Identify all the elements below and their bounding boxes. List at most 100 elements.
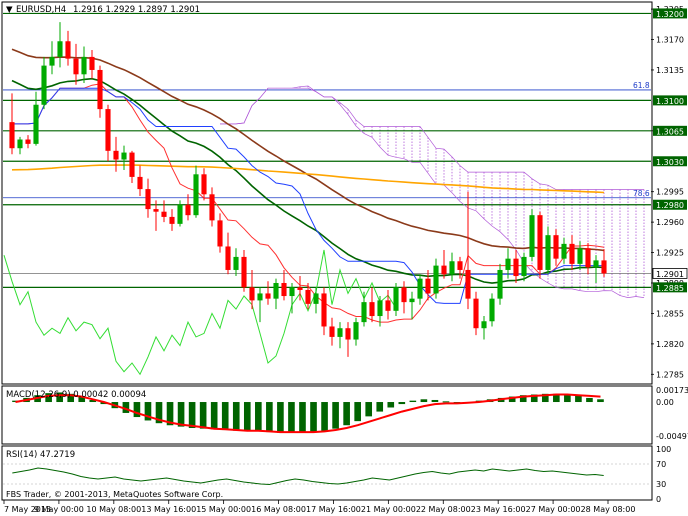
level-label-box <box>653 282 687 293</box>
price-tick-label: 1.2960 <box>656 218 684 227</box>
macd-histogram-bar <box>210 402 218 430</box>
main-panel[interactable] <box>1 1 653 385</box>
macd-histogram-bar <box>586 397 593 403</box>
candle-body <box>393 287 399 311</box>
time-tick-label: 27 May 00:00 <box>526 505 581 514</box>
macd-histogram-bar <box>376 402 384 412</box>
level-label-box <box>653 95 687 106</box>
candle-body <box>369 302 375 317</box>
time-tick-label: 16 May 08:00 <box>251 505 306 514</box>
kijun-line <box>12 87 604 304</box>
macd-histogram-bar <box>45 393 52 403</box>
rsi-panel[interactable] <box>1 445 653 501</box>
level-label: 1.3200 <box>656 10 684 19</box>
candle-body <box>105 109 111 151</box>
candle-body <box>73 58 79 75</box>
time-tick-label: 22 May 08:00 <box>416 505 471 514</box>
macd-tick-label: 0.00173 <box>656 386 688 395</box>
candle-body <box>417 278 423 299</box>
time-tick-label: 21 May 00:00 <box>361 505 416 514</box>
macd-histogram-bar <box>133 402 141 418</box>
candle-body <box>377 300 383 317</box>
rsi-indicator: 100 70 30 0 <box>3 445 671 504</box>
candle-body <box>457 261 463 270</box>
candle-body <box>401 287 407 303</box>
rsi-tick-label: 70 <box>656 460 666 469</box>
candle-body <box>169 216 175 224</box>
candle-body <box>505 258 511 270</box>
candle-body <box>345 328 351 340</box>
candle-body <box>297 287 303 290</box>
candle-body <box>425 278 431 294</box>
candle-body <box>241 256 247 288</box>
macd-histogram-bar <box>122 402 130 413</box>
candle-body <box>305 289 311 304</box>
price-tick-label: 1.3135 <box>656 66 684 75</box>
candle-body <box>81 56 87 75</box>
candle-body <box>113 150 119 160</box>
level-label-box <box>653 8 687 19</box>
macd-histogram-bar <box>266 402 273 433</box>
fib-label: 61.8 <box>633 81 650 90</box>
macd-histogram-bar <box>232 402 240 431</box>
level-label: 1.3030 <box>656 158 684 167</box>
macd-histogram-bar <box>243 402 251 432</box>
candle-body <box>289 287 295 297</box>
time-tick-label: 7 May 2013 <box>4 505 51 514</box>
symbol-header: EURUSD,H4 <box>16 5 66 15</box>
candle-body <box>145 189 151 210</box>
price-tick-label: 1.3170 <box>656 36 684 45</box>
macd-histogram-bar <box>56 392 63 403</box>
candle-body <box>281 283 287 297</box>
rsi-tick-label: 100 <box>656 445 671 454</box>
candle-body <box>593 260 599 268</box>
macd-histogram-bar <box>553 393 560 403</box>
candle-body <box>561 243 567 259</box>
candlesticks <box>9 22 607 357</box>
candle-body <box>265 293 271 299</box>
candle-body <box>161 211 167 217</box>
time-tick-label: 13 May 16:00 <box>141 505 196 514</box>
candle-body <box>193 174 199 216</box>
header-down-arrow-icon: ▼ <box>6 5 13 15</box>
candle-body <box>353 322 359 340</box>
candle-body <box>361 302 367 323</box>
time-tick-label: 10 May 08:00 <box>86 505 141 514</box>
candle-body <box>57 41 63 57</box>
candle-body <box>137 176 143 190</box>
rsi-label: RSI(14) 47.2719 <box>6 450 75 460</box>
candle-body <box>153 209 159 212</box>
time-tick-label: 28 May 08:00 <box>581 505 636 514</box>
macd-histogram-bar <box>420 399 428 403</box>
candle-body <box>273 283 279 299</box>
level-label-box <box>653 125 687 136</box>
macd-histogram-bar <box>199 402 207 429</box>
candle-body <box>257 293 263 301</box>
candle-body <box>121 152 127 160</box>
macd-histogram-bar <box>398 402 406 405</box>
level-label: 1.3100 <box>656 97 684 106</box>
price-tick-label: 1.2925 <box>656 249 684 258</box>
candle-body <box>569 243 575 264</box>
candle-body <box>41 65 47 105</box>
current-price-label: 1.2901 <box>656 270 684 279</box>
macd-histogram-bar <box>409 400 417 403</box>
time-tick-label: 17 May 16:00 <box>306 505 361 514</box>
candle-body <box>529 215 535 257</box>
macd-histogram-bar <box>387 402 395 408</box>
ma-long-line <box>11 164 605 194</box>
rsi-line <box>12 467 604 486</box>
price-labels: 1.3200 1.3100 1.3065 1.3030 1.2980 1.2885 1.29… <box>652 8 688 293</box>
macd-histogram-bar <box>530 394 538 403</box>
candle-body <box>89 56 95 70</box>
macd-histogram-bar <box>343 402 350 426</box>
candle-body <box>409 298 415 303</box>
candle-body <box>129 152 135 177</box>
level-label: 1.2980 <box>656 201 684 210</box>
macd-tick-label: -0.00497 <box>656 432 688 441</box>
macd-tick-label: 0.00 <box>656 398 674 407</box>
time-tick-label: 15 May 00:00 <box>196 505 251 514</box>
candle-body <box>97 69 103 110</box>
